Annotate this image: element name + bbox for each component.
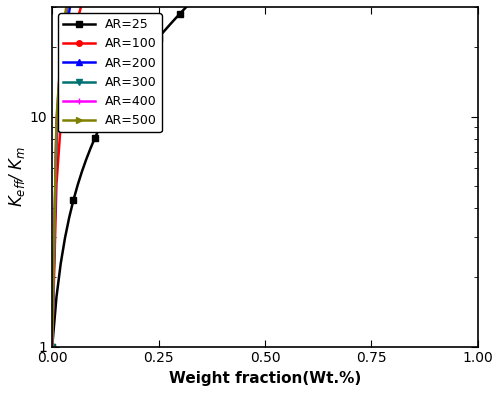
Legend: AR=25, AR=100, AR=200, AR=300, AR=400, AR=500: AR=25, AR=100, AR=200, AR=300, AR=400, A… bbox=[58, 13, 162, 132]
AR=100 bbox=[49, 344, 55, 349]
AR=25 bbox=[79, 169, 85, 174]
Line: AR=100: AR=100 bbox=[50, 0, 480, 349]
AR=100 bbox=[79, 1, 85, 6]
Line: AR=300: AR=300 bbox=[50, 0, 480, 349]
AR=25 bbox=[49, 344, 55, 349]
AR=500 bbox=[49, 344, 55, 349]
AR=300 bbox=[49, 344, 55, 349]
X-axis label: Weight fraction(Wt.%): Weight fraction(Wt.%) bbox=[169, 371, 361, 386]
AR=400 bbox=[49, 344, 55, 349]
Line: AR=25: AR=25 bbox=[50, 0, 480, 349]
Line: AR=500: AR=500 bbox=[50, 0, 480, 349]
Line: AR=400: AR=400 bbox=[50, 0, 480, 349]
Y-axis label: $K_{eff}$/ $K_m$: $K_{eff}$/ $K_m$ bbox=[7, 146, 27, 208]
AR=25 bbox=[156, 35, 162, 40]
Line: AR=200: AR=200 bbox=[50, 0, 480, 349]
AR=200 bbox=[49, 344, 55, 349]
